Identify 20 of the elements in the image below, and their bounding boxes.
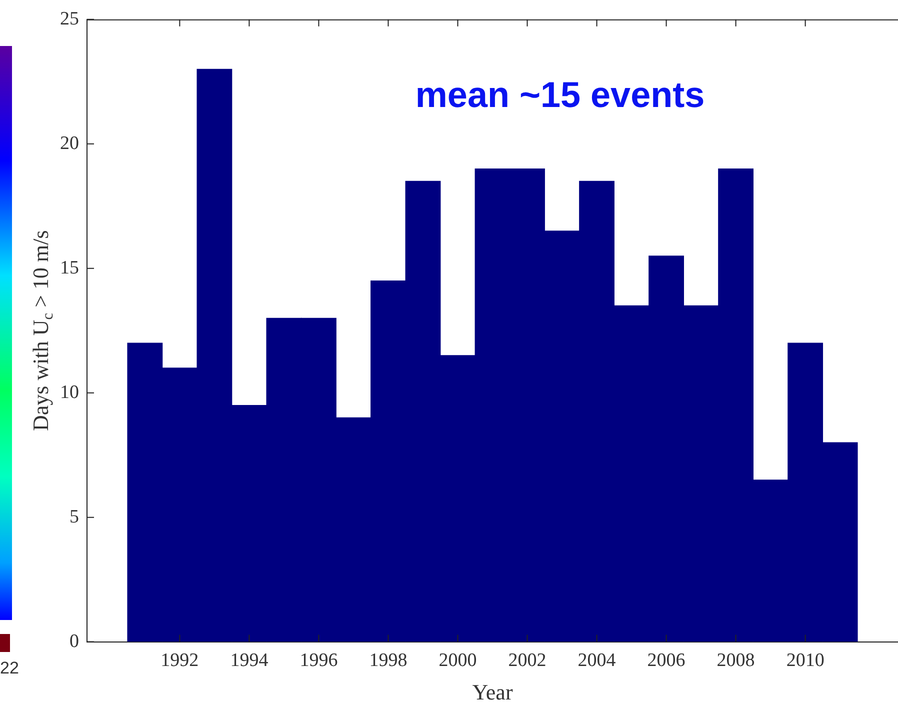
y-tick-label: 25 [60,8,79,30]
text: 22 [0,658,19,678]
x-tick-label: 1994 [230,650,269,672]
y-tick-label: 15 [60,257,79,278]
annotation: mean ~15 events [415,74,705,115]
y-tick-label: 20 [60,132,79,154]
x-tick-label: 2000 [438,650,477,672]
x-tick-label: 2006 [647,650,686,672]
x-tick-label: 1992 [160,650,199,672]
y-tick-label: 5 [70,506,79,528]
y-axis-title: Days with Uc > 10 m/s [28,230,57,431]
x-tick-label: 2010 [786,650,824,672]
x-tick-label: 2008 [716,650,755,672]
y-tick-label: 0 [70,630,79,652]
x-axis-title: Year [472,680,514,705]
x-tick-label: 2004 [578,650,616,672]
x-tick-label: 1996 [300,650,338,672]
x-tick-label: 1998 [369,650,408,672]
x-tick-label: 2002 [508,650,546,672]
y-tick-label: 10 [60,382,79,403]
